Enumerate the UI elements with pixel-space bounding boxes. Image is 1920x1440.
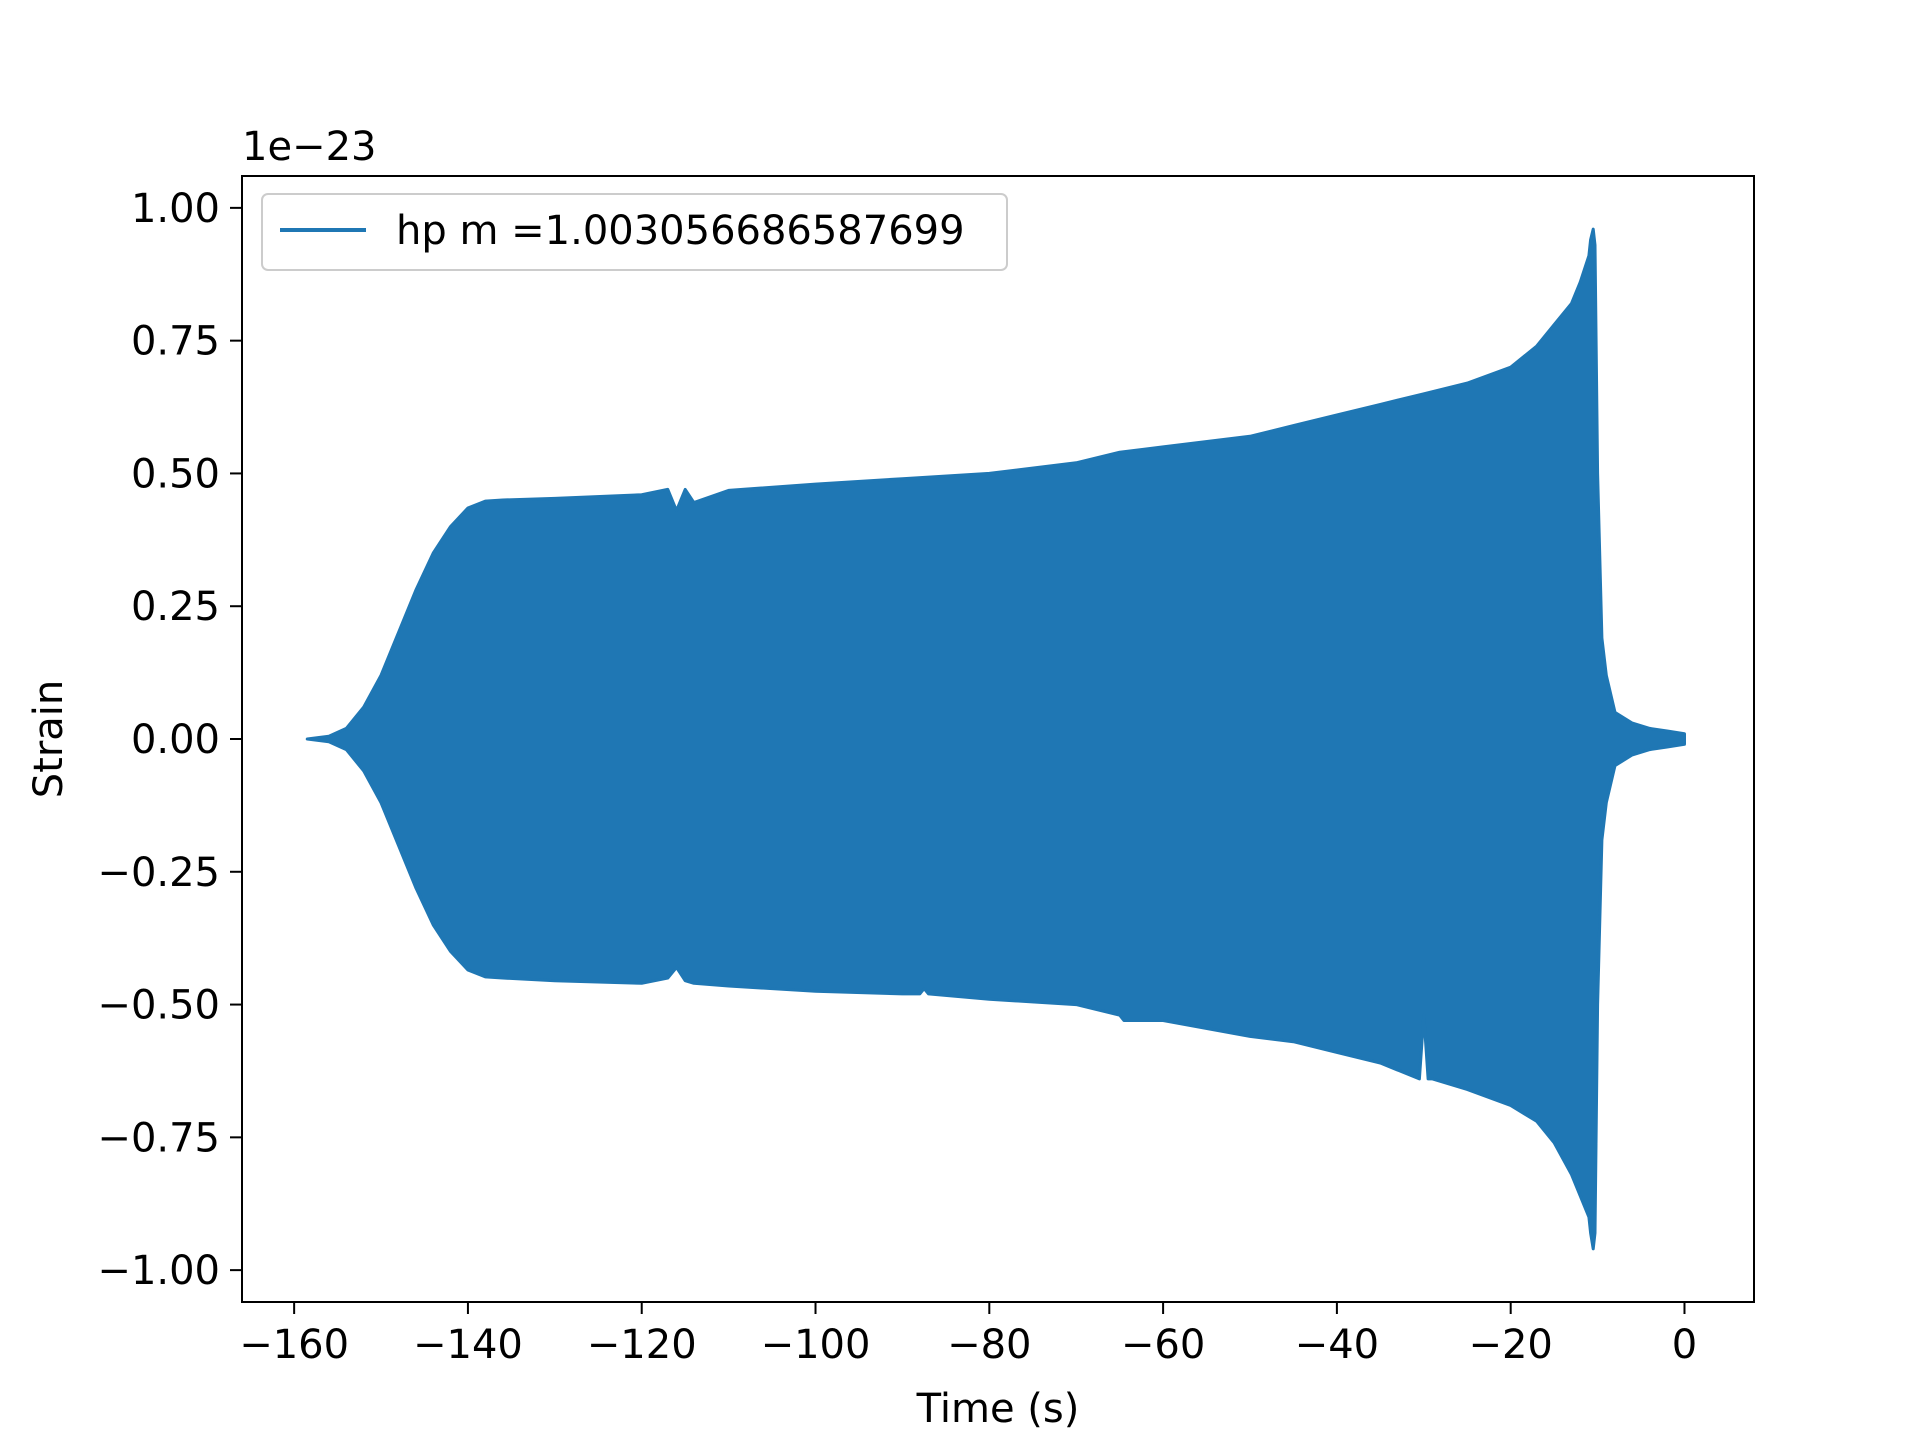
x-tick-label: −160 [239,1322,349,1368]
waveform-series [305,227,1686,1251]
y-tick-label: 0.75 [131,319,220,365]
x-tick-label: −120 [587,1322,697,1368]
y-tick-label: 0.25 [131,584,220,630]
x-axis-ticks: −160 −140 −120 −100 −80 −60 −40 −20 0 [239,1302,1697,1368]
x-tick-label: −60 [1121,1322,1205,1368]
x-tick-label: 0 [1672,1322,1697,1368]
y-tick-label: −0.25 [97,850,220,896]
legend-label: hp m =1.003056686587699 [396,208,965,254]
x-tick-label: −40 [1295,1322,1379,1368]
y-axis-label: Strain [26,680,72,799]
y-tick-label: −1.00 [97,1248,220,1294]
y-tick-label: 1.00 [131,186,220,232]
x-axis-label: Time (s) [916,1386,1080,1432]
y-tick-label: −0.75 [97,1115,220,1161]
y-tick-label: 0.00 [131,717,220,763]
x-tick-label: −140 [413,1322,523,1368]
x-tick-label: −80 [947,1322,1031,1368]
y-tick-label: −0.50 [97,983,220,1029]
legend-box [261,193,1008,271]
x-tick-label: −20 [1468,1322,1552,1368]
x-tick-label: −100 [761,1322,871,1368]
y-axis-ticks: 1.00 0.75 0.50 0.25 0.00 −0.25 −0.50 −0.75 −1.00 [97,186,242,1294]
y-tick-label: 0.50 [131,451,220,497]
legend: hp m =1.003056686587699 [261,193,1008,271]
y-axis-offset-text: 1e−23 [242,124,376,170]
plot-content [305,227,1686,1251]
